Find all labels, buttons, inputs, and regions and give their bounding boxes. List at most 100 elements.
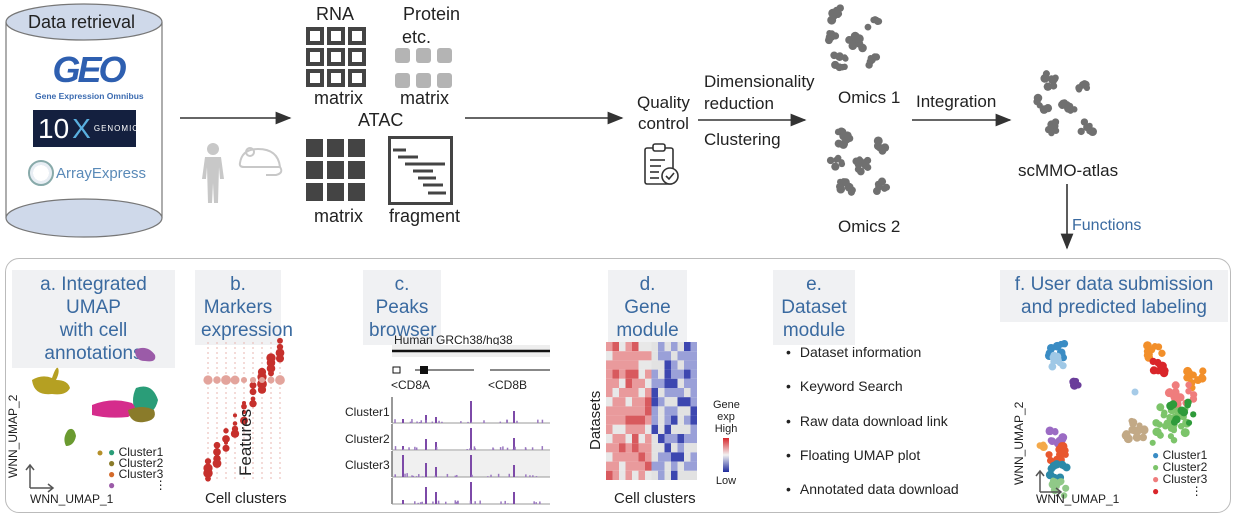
- gene-label-cd8a: <CD8A: [391, 378, 431, 392]
- quality-control-label: Quality control: [637, 93, 690, 133]
- cluster-dot: [836, 4, 844, 12]
- arrayexpress-emblem-icon: [28, 160, 54, 186]
- heatmap-cell: [645, 443, 652, 453]
- cluster-dot: [1075, 86, 1083, 93]
- cluster-dot: [837, 178, 844, 186]
- umap-cell-dot: [1074, 381, 1082, 389]
- cluster-dot: [838, 159, 845, 166]
- umap-cell-dot: [1176, 393, 1185, 402]
- peak: [470, 428, 472, 450]
- heatmap-cell: [664, 378, 671, 388]
- heatmap-cell: [606, 452, 613, 462]
- heatmap-cell: [651, 397, 658, 407]
- heatmap-cell: [677, 369, 684, 379]
- heatmap-cell: [619, 388, 626, 398]
- heatmap-cell: [645, 351, 652, 361]
- integrated-umap-plot: [25, 347, 158, 493]
- heatmap-cell: [658, 434, 665, 444]
- umap-cell-dot: [1149, 357, 1157, 366]
- umap-cell-dot: [1149, 439, 1156, 446]
- heatmap-cell: [690, 406, 697, 416]
- peak: [421, 476, 424, 477]
- umap-cell-dot: [1156, 403, 1165, 412]
- track-label-cluster3: Cluster3: [345, 458, 390, 472]
- cluster-dot: [833, 156, 840, 163]
- umap-cell-dot: [1048, 480, 1058, 489]
- umap-cluster-olive: [32, 367, 70, 395]
- peak: [420, 420, 423, 423]
- heatmap-cell: [645, 470, 652, 480]
- peak: [467, 421, 469, 423]
- dotplot-dot: [230, 429, 240, 438]
- heatmap-cell: [645, 415, 652, 425]
- heatmap-cell: [684, 360, 691, 370]
- heatmap-cell: [671, 406, 678, 416]
- heatmap-cell: [638, 424, 645, 434]
- heatmap-cell: [671, 461, 678, 471]
- cluster-dot: [874, 18, 881, 26]
- dotplot-dot: [223, 428, 229, 434]
- peak: [425, 415, 427, 423]
- heatmap-y-axis: Datasets: [587, 390, 604, 450]
- umap-f-legend: ● Cluster1 ● Cluster2 ● Cluster3 ● ⋮: [1152, 449, 1207, 497]
- peak: [435, 492, 437, 504]
- dotplot-dot: [232, 421, 238, 426]
- heatmap-cell: [651, 342, 658, 352]
- protein-etc-label: etc.: [402, 27, 432, 47]
- cluster-dot: [872, 53, 881, 61]
- peak: [419, 422, 421, 423]
- heatmap-cell: [658, 351, 665, 361]
- umap-a-x-axis: WNN_UMAP_1: [30, 492, 114, 506]
- heatmap-cell: [690, 461, 697, 471]
- peak: [446, 473, 449, 477]
- peak: [516, 476, 518, 477]
- umap-cell-dot: [1046, 343, 1056, 353]
- umap-f-x-axis: WNN_UMAP_1: [1036, 492, 1120, 506]
- umap-cell-dot: [1166, 388, 1174, 395]
- heatmap-cell: [612, 369, 619, 379]
- heatmap-cell: [612, 461, 619, 471]
- heatmap-cell: [619, 443, 626, 453]
- peak: [435, 442, 437, 450]
- heatmap-cell: [684, 378, 691, 388]
- heatmap-cell: [690, 342, 697, 352]
- heatmap-cell: [606, 424, 613, 434]
- umap-a-legend: ● Cluster1 ● Cluster2 ● Cluster3 ● ⋮: [108, 446, 167, 491]
- umap-cell-dot: [1171, 388, 1180, 396]
- cluster-dot: [1036, 102, 1043, 109]
- peak: [499, 421, 502, 423]
- umap-cell-dot: [1132, 433, 1142, 442]
- heatmap-cell: [606, 342, 613, 352]
- cluster-dot: [831, 60, 840, 69]
- dotplot-dot: [240, 416, 248, 425]
- peak: [513, 438, 515, 450]
- umap-cell-dot: [1139, 425, 1149, 435]
- heatmap-cell: [651, 424, 658, 434]
- heatmap-color-scale: [723, 438, 729, 472]
- peak: [525, 448, 527, 450]
- dotplot-x-axis: Cell clusters: [205, 490, 287, 507]
- heatmap-cell: [690, 470, 697, 480]
- heatmap-cell: [612, 470, 619, 480]
- peak: [412, 475, 415, 477]
- atac-fragment-icon: [388, 136, 453, 205]
- heatmap-cell: [632, 443, 639, 453]
- heatmap-cell: [651, 470, 658, 480]
- heatmap-cell: [684, 424, 691, 434]
- peak: [466, 449, 468, 450]
- umap-cell-dot: [1177, 423, 1185, 430]
- umap-cluster-brown: [128, 407, 155, 423]
- peak: [541, 419, 544, 423]
- heatmap-cell: [664, 424, 671, 434]
- dotplot-dot: [213, 454, 221, 463]
- peak: [417, 502, 419, 504]
- omics2-label: Omics 2: [838, 217, 901, 236]
- cluster-dot: [878, 145, 886, 154]
- peak: [507, 503, 509, 504]
- heatmap-cell: [625, 424, 632, 434]
- heatmap-cell: [677, 415, 684, 425]
- heatmap-cell: [651, 360, 658, 370]
- heatmap-cell: [651, 406, 658, 416]
- heatmap-cell: [638, 388, 645, 398]
- heatmap-cell: [658, 360, 665, 370]
